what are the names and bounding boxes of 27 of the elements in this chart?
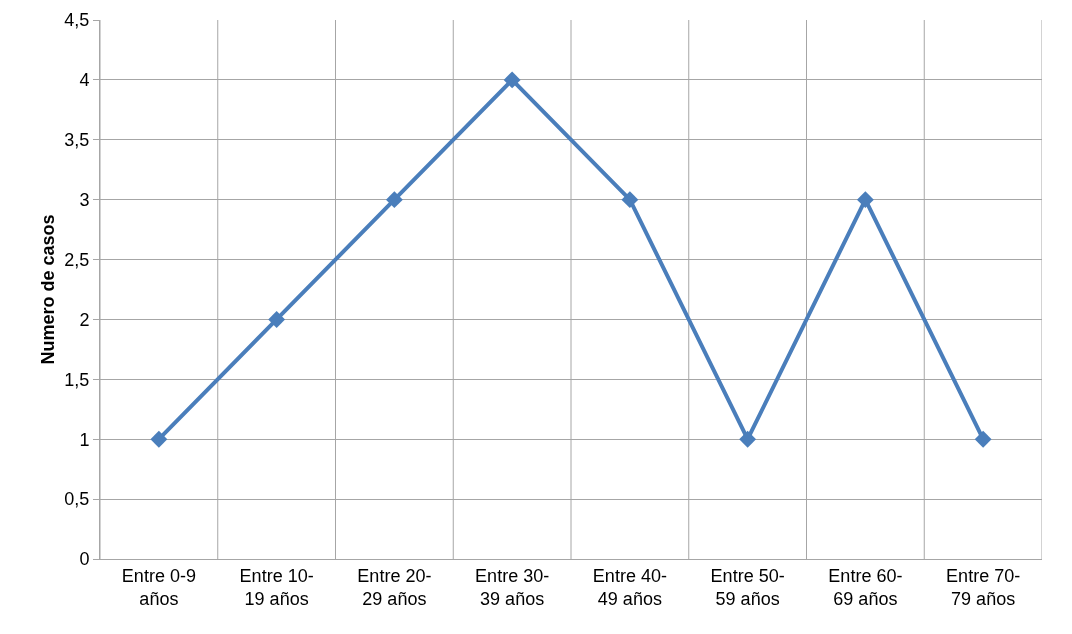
- y-tick-label: 1: [79, 429, 90, 450]
- y-axis-title: Numero de casos: [38, 214, 58, 365]
- y-tick-label: 0,5: [64, 489, 90, 510]
- point: [974, 430, 992, 448]
- x-tick-label: Entre 20-29 años: [357, 565, 432, 609]
- x-tick-label: Entre 70-79 años: [946, 565, 1021, 609]
- y-tick-label: 1,5: [64, 369, 90, 390]
- y-tick-label: 2,5: [64, 249, 90, 270]
- point: [150, 430, 168, 448]
- y-tick-label: 3: [79, 189, 90, 210]
- x-tick-label: Entre 50-59 años: [710, 565, 785, 609]
- x-tick-label: Entre 10-19 años: [239, 565, 314, 609]
- point: [621, 191, 639, 209]
- y-tick-label: 2: [79, 309, 90, 330]
- point: [385, 191, 403, 209]
- x-tick-label: Entre 60-69 años: [828, 565, 903, 609]
- point: [268, 310, 286, 328]
- y-tick-label: 0: [79, 549, 90, 570]
- x-tick-label: Entre 0-9 años: [121, 565, 196, 609]
- y-tick-label: 3,5: [64, 130, 90, 151]
- point: [503, 71, 521, 89]
- x-tick-label: Entre 40-49 años: [592, 565, 667, 609]
- point: [856, 191, 874, 209]
- y-tick-label: 4: [79, 70, 90, 91]
- x-tick-label: Entre 30-39 años: [475, 565, 550, 609]
- y-tick-label: 4,5: [64, 10, 90, 31]
- point: [739, 430, 757, 448]
